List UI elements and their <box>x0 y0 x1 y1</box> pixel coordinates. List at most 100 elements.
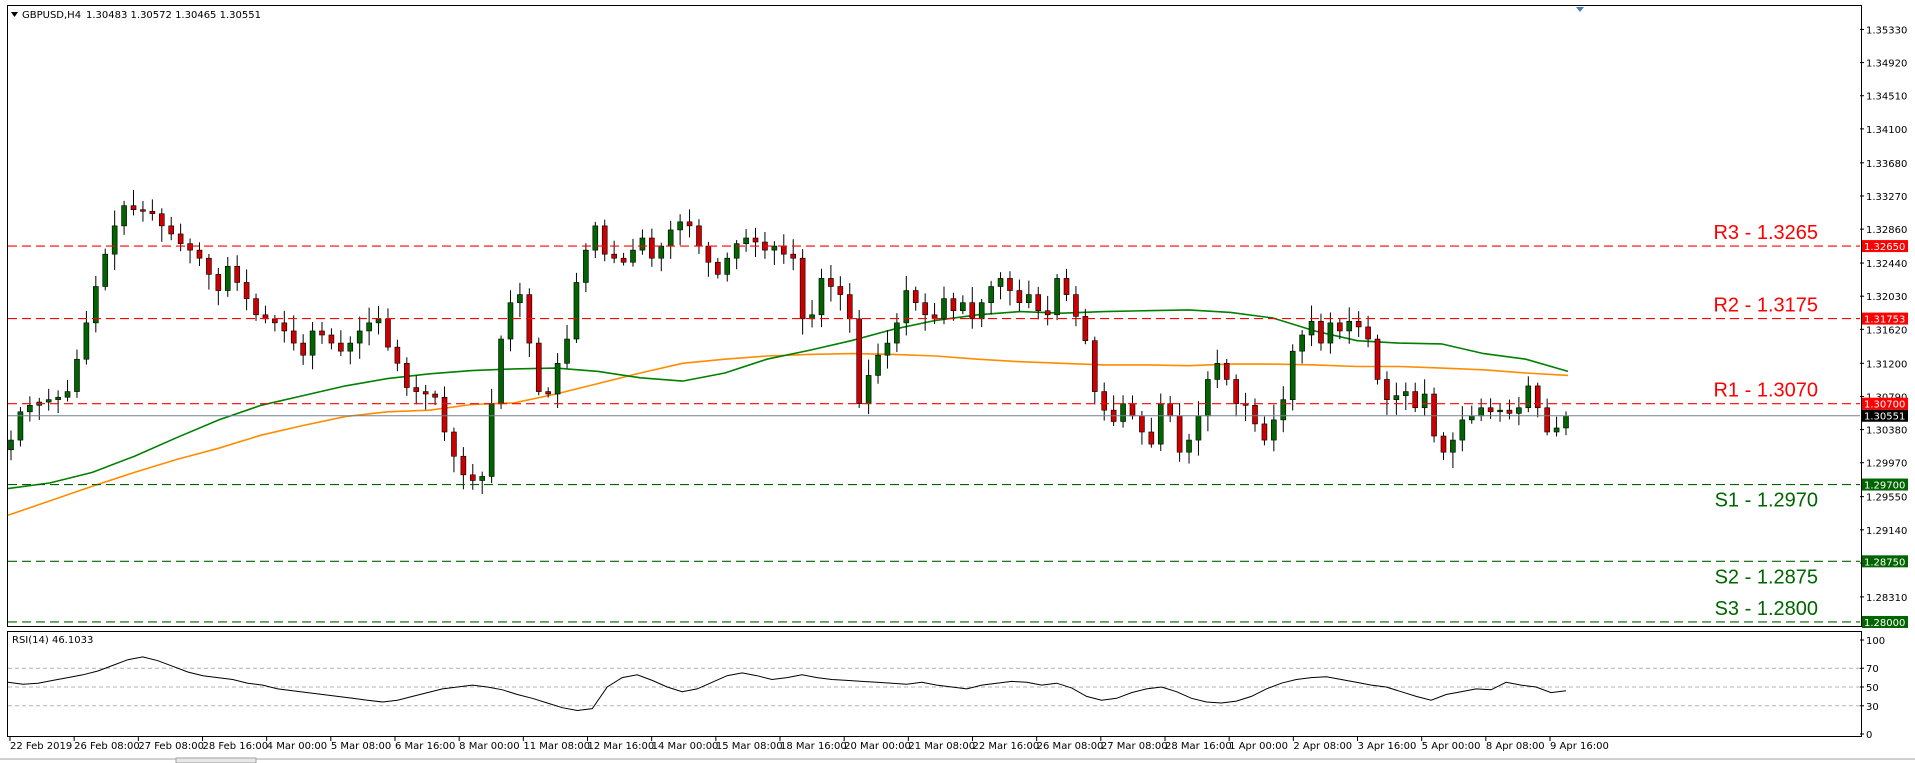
level-tag-r1 <box>1862 397 1908 410</box>
candle <box>253 293 259 321</box>
price-tick-label: 1.33270 <box>1866 192 1907 203</box>
candle <box>1214 349 1221 389</box>
candle <box>45 388 52 411</box>
candle <box>309 322 316 370</box>
rsi-header: RSI(14) 46.1033 <box>12 635 93 646</box>
candle <box>130 190 137 216</box>
candle <box>658 242 665 272</box>
candle <box>1101 382 1108 421</box>
candle <box>111 210 118 270</box>
candle <box>912 286 919 311</box>
candle <box>1073 286 1079 327</box>
price-tick-label: 1.32440 <box>1866 259 1907 270</box>
candle <box>27 396 33 422</box>
candle <box>1082 308 1089 345</box>
candle <box>507 290 514 352</box>
candle <box>1223 358 1230 386</box>
time-tick-label: 1 Apr 00:00 <box>1229 741 1288 752</box>
candle <box>140 201 146 222</box>
level-label-s1: S1 - 1.2970 <box>1715 490 1818 512</box>
candle <box>941 286 947 325</box>
time-tick-label: 20 Mar 00:00 <box>844 741 911 752</box>
candle <box>366 307 372 346</box>
candle <box>677 214 683 246</box>
candle <box>1233 374 1239 417</box>
level-tag-r3 <box>1862 240 1908 253</box>
candle <box>856 309 862 408</box>
candle <box>752 227 759 257</box>
candle <box>997 272 1004 300</box>
price-tick-label: 1.29550 <box>1866 493 1907 504</box>
level-tag-text: 1.28750 <box>1864 557 1905 568</box>
level-label-s3: S3 - 1.2800 <box>1715 598 1818 620</box>
candle <box>988 280 994 315</box>
candle <box>1120 395 1126 428</box>
candle <box>1431 387 1437 443</box>
time-tick-label: 5 Apr 00:00 <box>1422 741 1481 752</box>
price-tick-label: 1.31200 <box>1866 359 1907 370</box>
candle <box>319 321 325 344</box>
candle <box>630 238 636 267</box>
candle <box>743 229 749 252</box>
candle <box>451 427 457 473</box>
price-tick-label: 1.32860 <box>1866 225 1907 236</box>
candle <box>1459 406 1466 452</box>
price-tick-label: 1.29970 <box>1866 459 1907 470</box>
candle <box>168 216 175 241</box>
candle <box>1308 305 1315 347</box>
candle <box>715 257 721 279</box>
shift-marker-icon[interactable] <box>1576 7 1584 12</box>
level-tag-text: 1.31753 <box>1864 315 1905 326</box>
candle <box>206 253 212 290</box>
candle <box>1421 379 1428 416</box>
candle <box>356 316 363 359</box>
time-tick-label: 2 Apr 08:00 <box>1293 741 1352 752</box>
candle <box>828 264 834 302</box>
time-tick-label: 3 Apr 16:00 <box>1358 741 1417 752</box>
candle <box>818 268 825 328</box>
candle <box>300 334 306 365</box>
candle <box>413 375 420 405</box>
candle <box>611 240 617 264</box>
candle <box>422 384 429 410</box>
candle <box>404 357 410 396</box>
level-tag-s2 <box>1862 555 1908 568</box>
candle <box>1327 312 1334 354</box>
candle <box>1440 432 1447 460</box>
time-tick-label: 22 Mar 16:00 <box>973 741 1040 752</box>
chart-tab[interactable] <box>175 757 257 763</box>
candle <box>1553 416 1560 437</box>
candle <box>281 310 288 343</box>
rsi-plot: 100 70 50 30 0 <box>7 636 1885 741</box>
candle <box>771 241 778 265</box>
candle <box>1299 330 1305 364</box>
candle <box>290 315 297 351</box>
candle <box>460 447 467 490</box>
candle <box>1091 336 1098 405</box>
candle <box>1318 313 1324 351</box>
candle <box>1393 382 1400 415</box>
candle <box>545 387 551 398</box>
candle <box>1374 334 1381 385</box>
candle <box>922 293 928 331</box>
candle <box>620 252 627 266</box>
candle <box>969 287 976 329</box>
candle <box>55 390 61 414</box>
candle <box>517 282 523 318</box>
candle <box>837 276 844 311</box>
symbol-label: GBPUSD,H4 <box>22 10 81 21</box>
candle <box>149 199 156 221</box>
candle <box>469 464 476 490</box>
collapse-triangle-icon[interactable] <box>11 12 18 17</box>
level-tag-s3 <box>1862 615 1908 628</box>
candle <box>884 330 891 369</box>
level-label-r3: R3 - 1.3265 <box>1713 222 1818 244</box>
candle <box>347 336 354 365</box>
candle <box>64 379 71 402</box>
level-tag-text: 1.28000 <box>1864 618 1905 629</box>
candle <box>328 328 335 350</box>
candle <box>479 471 486 494</box>
candle <box>394 339 401 372</box>
candle <box>1516 396 1522 426</box>
